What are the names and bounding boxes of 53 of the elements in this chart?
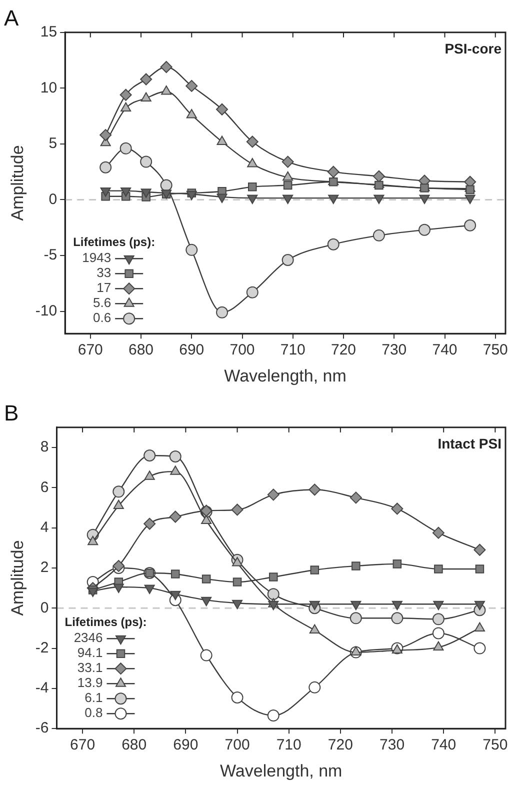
y-tick-label: -2 <box>35 639 49 656</box>
y-axis-title: Amplitude <box>8 145 27 221</box>
y-tick-label: 15 <box>40 24 58 41</box>
y-tick-label: -6 <box>35 720 49 737</box>
x-tick-label: 690 <box>179 342 204 359</box>
y-axis-title: Amplitude <box>8 540 27 616</box>
x-tick-label: 710 <box>276 736 302 754</box>
x-tick-label: 720 <box>330 342 356 359</box>
legend-label: 33 <box>96 265 112 280</box>
x-tick-label: 700 <box>230 342 255 359</box>
y-tick-label: 10 <box>40 79 58 96</box>
x-tick-label: 750 <box>482 342 508 359</box>
legend-label: 6.1 <box>84 690 103 706</box>
x-tick-label: 730 <box>382 342 407 359</box>
x-tick-label: 680 <box>128 342 154 359</box>
y-tick-label: -10 <box>35 302 58 320</box>
legend-title: Lifetimes (ps): <box>73 234 156 249</box>
legend-label: 2346 <box>74 630 103 646</box>
x-tick-label: 700 <box>224 736 250 754</box>
y-tick-label: -5 <box>44 246 58 264</box>
legend-label: 5.6 <box>93 295 112 310</box>
y-tick-label: 0 <box>48 190 58 208</box>
x-tick-label: 680 <box>122 736 147 754</box>
x-tick-label: 670 <box>70 736 96 754</box>
y-tick-label: 5 <box>48 135 58 152</box>
legend-label: 0.6 <box>93 310 112 326</box>
y-tick-label: -4 <box>35 680 49 697</box>
y-tick-label: 8 <box>40 438 49 456</box>
legend-label: 94.1 <box>77 645 103 660</box>
legend-label: 1943 <box>82 250 112 266</box>
x-tick-label: 710 <box>280 342 306 359</box>
legend-label: 17 <box>96 280 112 296</box>
chart-title: B <box>4 400 19 426</box>
x-tick-label: 690 <box>173 736 198 754</box>
y-tick-label: 4 <box>40 518 49 536</box>
y-tick-label: 0 <box>40 599 49 616</box>
x-tick-label: 670 <box>78 342 103 359</box>
legend-label: 13.9 <box>77 675 103 690</box>
annotation: PSI-core <box>444 40 502 56</box>
x-axis-title: Wavelength, nm <box>220 761 342 780</box>
x-tick-label: 750 <box>482 736 508 754</box>
x-axis-title: Wavelength, nm <box>224 366 346 386</box>
x-tick-label: 730 <box>380 736 405 754</box>
x-tick-label: 740 <box>432 342 458 359</box>
legend-title: Lifetimes (ps): <box>64 614 147 629</box>
y-tick-label: 6 <box>40 478 49 496</box>
x-tick-label: 720 <box>328 736 353 754</box>
legend-label: 33.1 <box>77 660 103 676</box>
x-tick-label: 740 <box>431 736 456 754</box>
legend-label: 0.8 <box>84 705 103 720</box>
annotation: Intact PSI <box>438 435 502 452</box>
chart-title: A <box>4 5 19 30</box>
y-tick-label: 2 <box>40 559 49 576</box>
